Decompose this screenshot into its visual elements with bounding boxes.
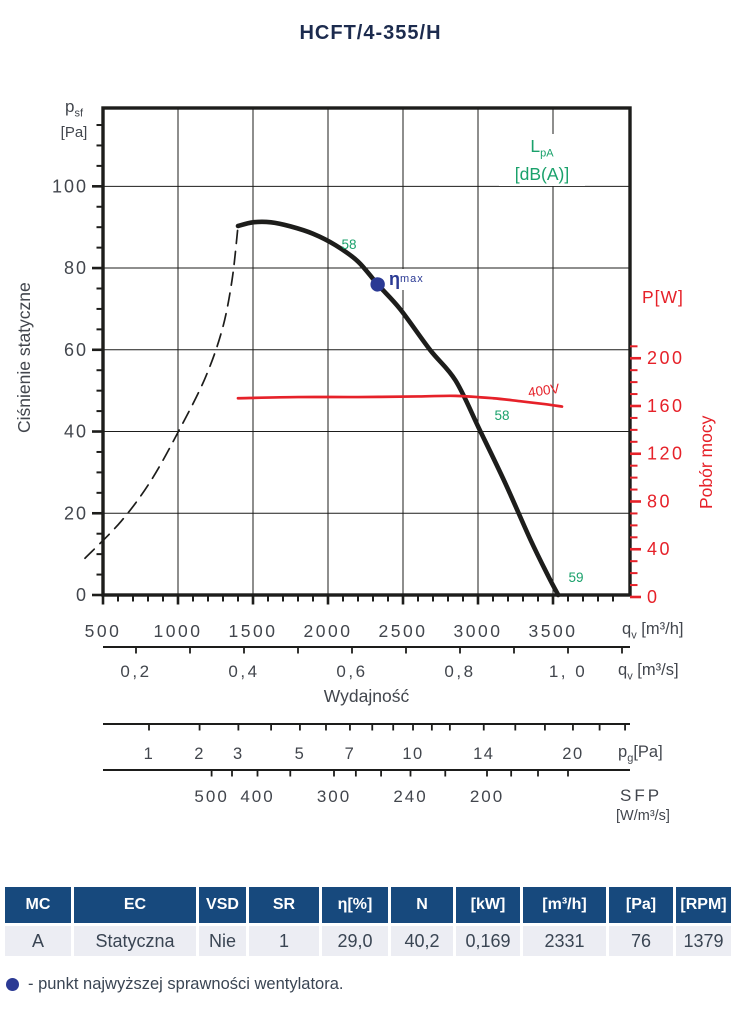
cell-n: 40,2 bbox=[391, 926, 453, 956]
left-axis-title: Ciśnienie statyczne bbox=[14, 282, 34, 434]
cell-pa: 76 bbox=[609, 926, 673, 956]
x-tick-label: 3500 bbox=[529, 621, 578, 641]
x-tick-label: 500 bbox=[85, 621, 122, 641]
right-axis-title: Pobór mocy bbox=[696, 415, 716, 509]
col-header-kw: [kW] bbox=[456, 887, 520, 923]
x-m3s-tick-label: 0,8 bbox=[444, 662, 475, 681]
x-m3s-tick-label: 0,4 bbox=[228, 662, 259, 681]
cell-sr: 1 bbox=[249, 926, 319, 956]
spec-table: MC EC VSD SR η[%] N [kW] [m³/h] [Pa] [RP… bbox=[5, 887, 731, 956]
pg-axis-unit: pg[Pa] bbox=[618, 743, 663, 765]
left-axis-unit: psf [Pa] bbox=[60, 97, 88, 142]
eta-max-label: ηmax bbox=[386, 269, 427, 290]
efficiency-note-text: - punkt najwyższej sprawności wentylator… bbox=[28, 975, 344, 993]
eta-max-point bbox=[370, 277, 385, 292]
col-header-mc: MC bbox=[5, 887, 71, 923]
col-header-ec: EC bbox=[74, 887, 196, 923]
x-axis-title: Wydajność bbox=[323, 686, 410, 706]
pg-tick-label: 5 bbox=[295, 745, 306, 763]
cell-vsd: Nie bbox=[199, 926, 246, 956]
x-tick-label: 3000 bbox=[454, 621, 503, 641]
cell-mc: A bbox=[5, 926, 71, 956]
y-right-tick-label: 40 bbox=[647, 539, 672, 559]
x-tick-label: 1000 bbox=[154, 621, 203, 641]
cell-ec: Statyczna bbox=[74, 926, 196, 956]
sound-level-value: 58 bbox=[494, 408, 510, 423]
col-header-vsd: VSD bbox=[199, 887, 246, 923]
pg-tick-label: 3 bbox=[233, 745, 244, 763]
pg-tick-label: 14 bbox=[473, 745, 494, 763]
x-tick-label: 2500 bbox=[379, 621, 428, 641]
y-right-tick-label: 120 bbox=[647, 444, 685, 464]
y-left-tick-label: 40 bbox=[64, 422, 88, 442]
col-header-sr: SR bbox=[249, 887, 319, 923]
y-left-tick-label: 60 bbox=[64, 340, 88, 360]
sound-level-value: 58 bbox=[341, 237, 357, 252]
sfp-axis-unit: [W/m³/s] bbox=[616, 808, 670, 824]
y-left-tick-label: 100 bbox=[52, 176, 88, 196]
x-m3s-tick-label: 0,6 bbox=[336, 662, 367, 681]
col-header-eta: η[%] bbox=[322, 887, 388, 923]
cell-rpm: 1379 bbox=[676, 926, 731, 956]
x-m3s-tick-label: 0,2 bbox=[120, 662, 151, 681]
y-right-tick-label: 160 bbox=[647, 396, 685, 416]
col-header-rpm: [RPM] bbox=[676, 887, 731, 923]
cell-kw: 0,169 bbox=[456, 926, 520, 956]
pg-tick-label: 20 bbox=[562, 745, 583, 763]
efficiency-note: - punkt najwyższej sprawności wentylator… bbox=[6, 975, 343, 994]
pg-tick-label: 2 bbox=[194, 745, 205, 763]
power-curve-400V bbox=[236, 394, 564, 408]
x-m3s-tick-label: 1, 0 bbox=[549, 662, 587, 681]
cell-m3h: 2331 bbox=[523, 926, 606, 956]
sound-level-value: 59 bbox=[568, 570, 584, 585]
sfp-tick-label: 400 bbox=[240, 787, 274, 806]
plot-border bbox=[101, 106, 632, 597]
col-header-pa: [Pa] bbox=[609, 887, 673, 923]
sfp-axis-title: SFP bbox=[620, 786, 663, 805]
y-left-tick-label: 0 bbox=[76, 585, 88, 605]
x-axis-m3h-unit: qv [m³/h] bbox=[622, 620, 684, 642]
x-tick-label: 2000 bbox=[304, 621, 353, 641]
efficiency-point-icon bbox=[6, 978, 19, 991]
page-title: HCFT/4-355/H bbox=[299, 22, 442, 44]
col-header-n: N bbox=[391, 887, 453, 923]
pg-tick-label: 10 bbox=[402, 745, 423, 763]
sound-level-legend: LpA [dB(A)] bbox=[499, 134, 585, 186]
x-tick-label: 1500 bbox=[229, 621, 278, 641]
cell-eta: 29,0 bbox=[322, 926, 388, 956]
right-axis-unit: P[W] bbox=[642, 287, 684, 307]
unstable-region-boundary bbox=[84, 228, 239, 560]
x-axis-m3s-unit: qv [m³/s] bbox=[618, 661, 679, 683]
pg-tick-label: 7 bbox=[345, 745, 356, 763]
static-pressure-curve bbox=[235, 219, 561, 598]
y-right-tick-label: 0 bbox=[647, 587, 660, 607]
y-right-tick-label: 80 bbox=[647, 491, 672, 511]
pg-tick-label: 1 bbox=[144, 745, 155, 763]
sfp-tick-label: 240 bbox=[393, 787, 427, 806]
y-left-tick-label: 80 bbox=[64, 258, 88, 278]
sfp-tick-label: 200 bbox=[470, 787, 504, 806]
sfp-tick-label: 500 bbox=[194, 787, 228, 806]
col-header-m3h: [m³/h] bbox=[523, 887, 606, 923]
y-left-tick-label: 20 bbox=[64, 503, 88, 523]
sfp-tick-label: 300 bbox=[317, 787, 351, 806]
y-right-tick-label: 200 bbox=[647, 348, 685, 368]
